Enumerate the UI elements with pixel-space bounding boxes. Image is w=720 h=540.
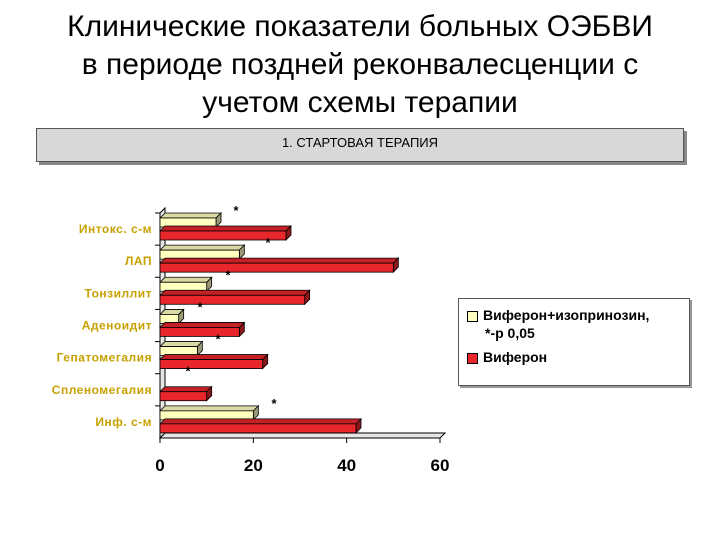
category-label: ЛАП (125, 254, 152, 268)
legend-label-series-2: Виферон (483, 349, 548, 365)
legend-item-series-2: Виферон (467, 349, 547, 365)
x-tick-label: 60 (431, 456, 450, 475)
significance-mark: * (265, 235, 271, 250)
category-label: Гепатомегалия (57, 351, 152, 365)
legend-swatch-series-2 (467, 352, 478, 364)
x-tick-label: 40 (337, 456, 356, 475)
significance-mark: * (197, 299, 203, 314)
bar-top-face (159, 322, 246, 328)
chart-legend: Виферон+изопринозин, *-р 0,05 Виферон (458, 298, 690, 386)
chart-floor (158, 432, 447, 439)
bar-series-2 (159, 423, 357, 434)
bar-top-face (159, 225, 292, 232)
banner-label: 1. СТАРТОВАЯ ТЕРАПИЯ (281, 135, 439, 150)
bar-series-2 (159, 294, 306, 305)
bar-top-face (159, 289, 311, 296)
significance-mark: * (225, 267, 231, 282)
title-line-2: в периоде поздней реконвалесценции с (81, 48, 639, 81)
category-label: Аденоидит (82, 319, 152, 333)
legend-label-series-1: Виферон+изопринозин, (483, 307, 650, 323)
bar-series-2 (159, 262, 394, 273)
significance-mark: * (233, 203, 239, 218)
bar-top-face (159, 354, 269, 360)
legend-swatch-series-1 (467, 310, 478, 322)
category-label: Тонзиллит (85, 286, 153, 300)
category-label: Инф. с-м (95, 415, 152, 429)
category-label: Интокс. с-м (79, 222, 152, 236)
bar-top-face (159, 257, 400, 264)
x-tick-label: 20 (244, 456, 263, 475)
bar-top-face (159, 244, 246, 251)
significance-mark: * (185, 364, 191, 379)
bar-series-2 (159, 359, 264, 369)
title-line-3: учетом схемы терапии (202, 86, 518, 119)
bar-top-face (159, 276, 213, 283)
bar-top-face (159, 386, 213, 393)
bar-series-2 (159, 391, 208, 402)
therapy-banner: 1. СТАРТОВАЯ ТЕРАПИЯ (36, 128, 684, 162)
legend-item-series-1: Виферон+изопринозин, (467, 307, 649, 323)
category-label: Спленомегалия (52, 383, 152, 397)
slide-title: Клинические показатели больных ОЭБВИ в п… (0, 8, 720, 122)
significance-mark: * (215, 332, 221, 347)
bar-series-2 (159, 327, 240, 337)
bar-top-face (159, 405, 260, 412)
bar-top-face (159, 212, 222, 219)
bar-top-face (159, 341, 204, 347)
legend-note: *-р 0,05 (485, 325, 535, 341)
x-tick-label: 0 (155, 456, 164, 475)
title-line-1: Клинические показатели больных ОЭБВИ (67, 10, 653, 43)
significance-mark: * (271, 396, 277, 411)
bar-series-2 (159, 230, 287, 241)
bar-top-face (159, 418, 362, 425)
bar-chart: 0 20 40 60 Интокс. с-м * ЛАП * Тонзиллит * Аденоид… (52, 203, 450, 475)
